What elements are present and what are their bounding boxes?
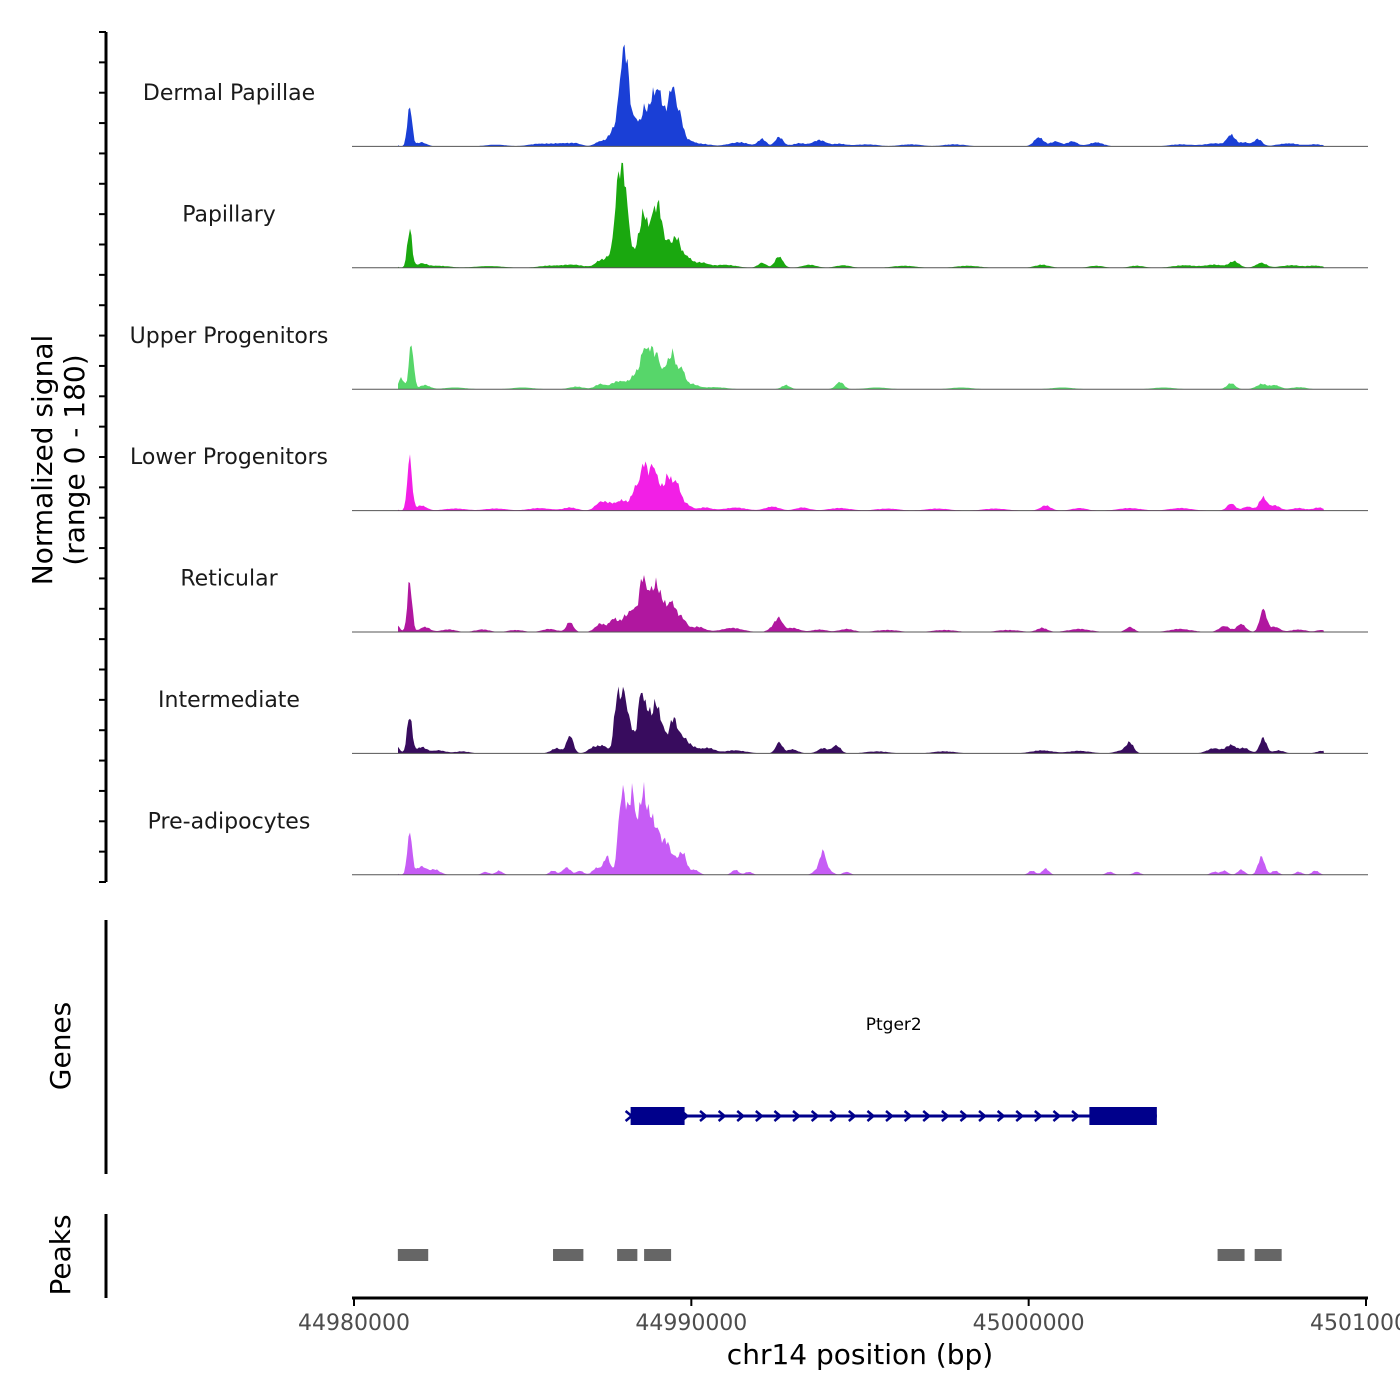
- peak-interval: [1254, 1249, 1282, 1261]
- peak-interval: [397, 1249, 429, 1261]
- gene-strand-arrow: [885, 1110, 894, 1122]
- gene-strand-arrow: [978, 1110, 987, 1122]
- coverage-y-axis-ticks: [99, 31, 106, 883]
- gene-strand-arrow: [829, 1110, 839, 1122]
- track-label: Reticular: [180, 567, 278, 592]
- gene-strand-arrow: [959, 1110, 969, 1122]
- coverage-tracks: Dermal Papillae Papillary Upper Progenitor…: [130, 44, 1368, 876]
- gene-strand-arrow: [1071, 1110, 1080, 1122]
- gene-strand-arrow: [792, 1110, 801, 1122]
- peak-interval: [553, 1249, 584, 1261]
- track-signal-area: [398, 575, 1324, 632]
- peak-interval: [1217, 1249, 1245, 1261]
- gene-name-label: Ptger2: [866, 1015, 922, 1035]
- track-lower-progenitors: Lower Progenitors: [130, 445, 1368, 512]
- track-label: Lower Progenitors: [130, 445, 328, 470]
- track-upper-progenitors: Upper Progenitors: [130, 324, 1368, 390]
- genes-panel: Ptger2: [624, 1015, 1157, 1125]
- gene-strand-arrow: [866, 1110, 876, 1122]
- peaks-panel: [397, 1249, 1282, 1261]
- track-label: Intermediate: [158, 688, 300, 713]
- gene-strand-arrow: [810, 1110, 820, 1122]
- track-signal-area: [398, 44, 1324, 147]
- gene-strand-arrow: [773, 1110, 783, 1122]
- genes-panel-label: Genes: [44, 1002, 77, 1090]
- x-tick-label: 45010000: [1310, 1311, 1400, 1336]
- peak-interval: [644, 1249, 672, 1261]
- track-papillary: Papillary: [182, 162, 1368, 269]
- gene-strand-arrow: [1052, 1110, 1062, 1122]
- gene-strand-arrow: [1034, 1110, 1043, 1122]
- gene-strand-arrow: [736, 1110, 746, 1122]
- track-label: Papillary: [182, 202, 276, 227]
- y-axis-range-label: (range 0 - 180): [58, 354, 91, 565]
- y-axis-title: Normalized signal (range 0 - 180): [26, 335, 91, 586]
- y-axis-label: Normalized signal: [26, 335, 59, 586]
- gene-strand-arrow: [996, 1110, 1006, 1122]
- track-pre-adipocytes: Pre-adipocytes: [148, 781, 1368, 876]
- gene-strand-arrow: [755, 1110, 764, 1122]
- track-signal-area: [398, 781, 1324, 875]
- x-tick-label: 44980000: [298, 1311, 410, 1336]
- gene-strand-arrow: [903, 1110, 913, 1122]
- gene-exon: [1089, 1107, 1157, 1125]
- gene-strand-arrow: [848, 1110, 857, 1122]
- gene-strand-arrow: [941, 1110, 950, 1122]
- track-reticular: Reticular: [180, 567, 1368, 633]
- gene-ptger2: Ptger2: [624, 1015, 1157, 1125]
- gene-exon: [630, 1107, 685, 1125]
- x-tick-label: 44990000: [635, 1311, 747, 1336]
- track-label: Pre-adipocytes: [148, 809, 311, 834]
- track-intermediate: Intermediate: [158, 686, 1368, 754]
- peaks-panel-label: Peaks: [44, 1214, 77, 1295]
- track-signal-area: [398, 454, 1324, 511]
- track-signal-area: [398, 345, 1324, 390]
- x-tick-label: 45000000: [973, 1311, 1085, 1336]
- gene-strand-arrow: [922, 1110, 932, 1122]
- track-signal-area: [398, 162, 1324, 268]
- gene-strand-arrow: [699, 1110, 708, 1122]
- track-label: Dermal Papillae: [143, 81, 315, 106]
- track-dermal-papillae: Dermal Papillae: [143, 44, 1368, 147]
- x-axis-ticks: 44980000 44990000 45000000 45010000: [298, 1298, 1400, 1336]
- peak-interval: [617, 1249, 638, 1261]
- track-signal-area: [398, 686, 1324, 754]
- x-axis-label: chr14 position (bp): [727, 1338, 993, 1371]
- gene-strand-arrow: [717, 1110, 727, 1122]
- gene-strand-arrow: [1015, 1110, 1025, 1122]
- track-label: Upper Progenitors: [130, 324, 329, 349]
